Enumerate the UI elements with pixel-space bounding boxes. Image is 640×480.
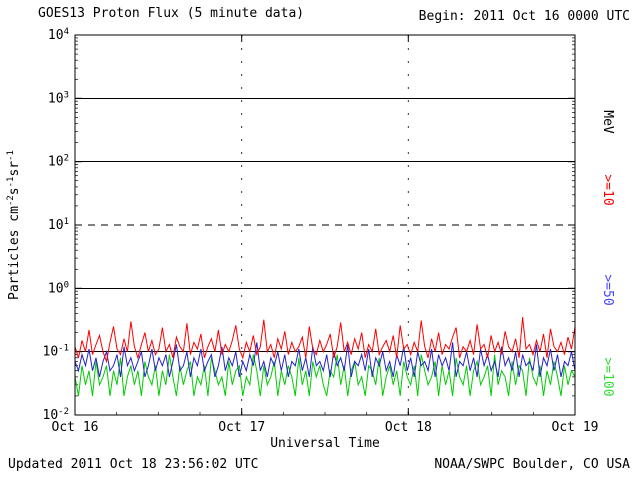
begin-timestamp: Begin: 2011 Oct 16 0000 UTC [418,9,630,24]
grid-lines [75,35,575,415]
series-lines [74,317,576,397]
y-tick-label: 100 [48,280,69,296]
x-tick-label: Oct 17 [218,420,265,435]
legend-entry-label: >=100 [600,357,615,396]
plot-frame [74,34,576,416]
updated-timestamp: Updated 2011 Oct 18 23:56:02 UTC [8,457,259,472]
y-tick-label: 102 [48,154,69,170]
y-tick-label: 104 [48,27,69,43]
credit-text: NOAA/SWPC Boulder, CO USA [434,457,630,472]
legend-entry-label: >=10 [600,174,615,205]
x-tick-label: Oct 18 [385,420,432,435]
y-tick-label: 10-1 [43,344,70,360]
y-axis-label: Particles cm-2s-1sr-1 [6,150,22,300]
x-tick-label: Oct 19 [552,420,599,435]
series-line--50-mev [74,342,576,378]
x-tick-label: Oct 16 [52,420,99,435]
legend-entry-label: >=50 [600,274,615,305]
chart-title: GOES13 Proton Flux (5 minute data) [38,6,305,21]
y-tick-label: 101 [48,217,69,233]
x-axis-label: Universal Time [270,436,380,451]
y-tick-label: 10-2 [43,407,70,423]
series-line--10-mev [74,317,576,364]
right-legend: MeV >=10 >=50 >=100 [600,110,615,396]
legend-unit-label: MeV [600,110,615,134]
y-tick-label: 103 [48,90,69,106]
series-line--100-mev [74,354,576,397]
